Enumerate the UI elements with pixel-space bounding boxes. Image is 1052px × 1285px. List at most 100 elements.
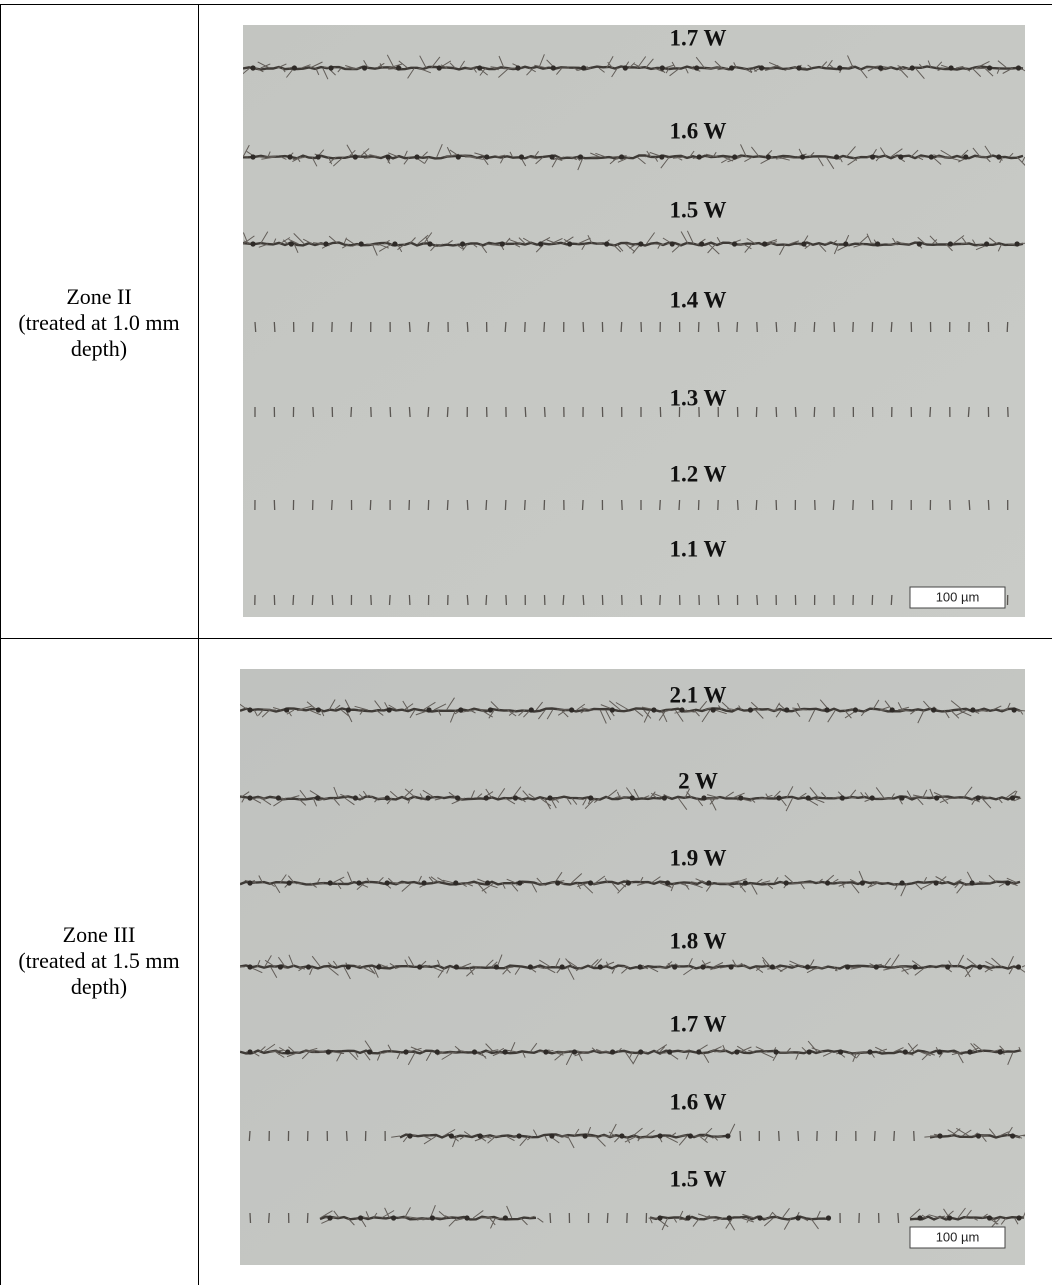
ablation-dot — [512, 795, 518, 801]
ablation-dot — [757, 1215, 763, 1221]
ablation-dot — [800, 154, 806, 160]
ablation-dot — [945, 964, 951, 970]
ablation-dot — [622, 65, 628, 71]
ablation-dot — [838, 1049, 844, 1055]
power-label: 1.5 W — [669, 1166, 726, 1191]
ablation-dot — [805, 964, 811, 970]
ablation-dot — [386, 707, 392, 713]
ablation-dot — [969, 880, 975, 886]
ablation-dot — [426, 707, 432, 713]
ablation-dot — [315, 795, 321, 801]
ablation-dot — [701, 795, 707, 801]
ablation-dot — [250, 65, 256, 71]
ablation-dot — [696, 154, 702, 160]
ablation-dot — [725, 1133, 731, 1139]
ablation-dot — [453, 964, 459, 970]
ablation-ticks — [254, 406, 1009, 418]
ablation-dot — [549, 1133, 555, 1139]
ablation-dot — [458, 707, 464, 713]
ablation-dot — [796, 65, 802, 71]
ablation-dot — [984, 241, 990, 247]
ablation-dot — [843, 241, 849, 247]
ablation-dot — [453, 880, 459, 886]
ablation-dot — [1015, 65, 1022, 71]
ablation-dot — [455, 795, 461, 801]
ablation-dot — [460, 241, 466, 247]
ablation-dot — [667, 1049, 673, 1055]
ablation-dot — [878, 65, 884, 71]
ablation-dot — [429, 1215, 435, 1221]
ablation-dot — [845, 964, 851, 970]
ablation-dot — [543, 1049, 549, 1055]
ablation-dot — [250, 241, 256, 247]
ablation-dot — [421, 880, 427, 886]
ablation-dot — [657, 1215, 663, 1221]
ablation-dot — [975, 795, 981, 801]
ablation-dot — [706, 880, 712, 886]
ablation-dot — [665, 880, 671, 886]
ablation-dot — [247, 707, 253, 713]
ablation-dot — [898, 154, 904, 160]
power-label: 2.1 W — [669, 682, 726, 707]
ablation-dot — [483, 795, 489, 801]
ablation-dot — [569, 707, 575, 713]
ablation-dot — [567, 241, 573, 247]
ablation-dot — [869, 795, 875, 801]
zone-description: (treated at 1.5 mm depth) — [18, 948, 180, 999]
ablation-dot — [414, 154, 420, 160]
ablation-dot — [795, 1215, 801, 1221]
ablation-dot — [696, 1049, 702, 1055]
ablation-dot — [571, 1049, 578, 1055]
ablation-dot — [502, 1215, 508, 1221]
ablation-dot — [425, 795, 431, 801]
ablation-dot — [323, 241, 329, 247]
table-border — [0, 638, 1052, 639]
ablation-dot — [734, 1049, 740, 1055]
ablation-dot — [484, 154, 490, 160]
ablation-dot — [638, 241, 644, 247]
zone-name: Zone II — [66, 284, 132, 309]
ablation-dot — [625, 880, 631, 886]
ablation-dot — [315, 154, 321, 160]
ablation-dot — [776, 795, 782, 801]
ablation-dot — [742, 880, 748, 886]
micrograph: 1.7 W 1.6 W 1.5 W 1.4 W 1.3 W 1.2 W 1.1 W 100 µ… — [243, 25, 1025, 617]
ablation-dot — [783, 880, 789, 886]
power-label: 1.2 W — [669, 461, 726, 486]
power-label: 2 W — [678, 768, 718, 793]
ablation-dot — [1016, 1215, 1022, 1221]
ablation-dot — [277, 964, 283, 970]
ablation-dot — [765, 154, 772, 160]
ablation-dot — [859, 880, 866, 886]
ablation-dot — [873, 964, 879, 970]
ablation-dot — [975, 1133, 982, 1139]
ablation-dot — [352, 795, 358, 801]
ablation-dot — [699, 241, 705, 247]
scale-bar-label: 100 µm — [936, 1229, 980, 1244]
ablation-line — [929, 1133, 1021, 1139]
ablation-dot — [356, 880, 362, 886]
ablation-dot — [587, 880, 594, 886]
ablation-dot — [825, 880, 831, 886]
ablation-dot — [986, 1215, 993, 1221]
ablation-dot — [515, 65, 521, 71]
ablation-dot — [367, 1049, 373, 1055]
ablation-dot — [963, 154, 969, 160]
ablation-dot — [710, 707, 716, 713]
ablation-dot — [417, 964, 423, 970]
ablation-dot — [837, 65, 843, 71]
ablation-dot — [305, 964, 312, 970]
ablation-dot — [824, 707, 830, 713]
ablation-dot — [247, 795, 253, 801]
ablation-dot — [732, 154, 738, 160]
ablation-dot — [597, 964, 603, 970]
ablation-dot — [769, 964, 776, 970]
ablation-dot — [1005, 880, 1011, 886]
ablation-ticks — [249, 1212, 309, 1224]
ablation-dot — [434, 1049, 440, 1055]
ablation-dot — [685, 1215, 691, 1221]
ablation-dot — [784, 707, 790, 713]
table-border — [198, 4, 199, 1285]
ablation-dot — [555, 880, 561, 886]
ablation-dot — [477, 65, 483, 71]
